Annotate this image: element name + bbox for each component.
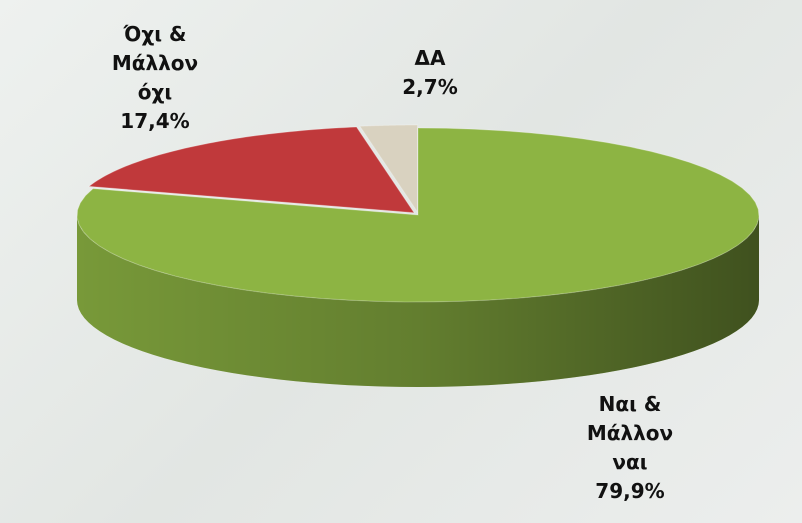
slice-label: Όχι & Μάλλον όχι 17,4% [80, 20, 230, 136]
slice-category: Όχι & Μάλλον όχι [111, 22, 199, 104]
slice-label: ΔΑ 2,7% [355, 44, 505, 102]
slice [76, 127, 760, 303]
slice-value: 2,7% [402, 75, 458, 99]
slice-value: 79,9% [595, 479, 665, 503]
slice-value: 17,4% [120, 109, 190, 133]
slice-category: ΔΑ [414, 46, 446, 70]
slice-label: Ναι & Μάλλον ναι 79,9% [555, 390, 705, 506]
slice [359, 124, 418, 214]
slice [87, 126, 416, 214]
slice-side-shade [77, 215, 759, 387]
slice-category: Ναι & Μάλλον ναι [586, 392, 674, 474]
